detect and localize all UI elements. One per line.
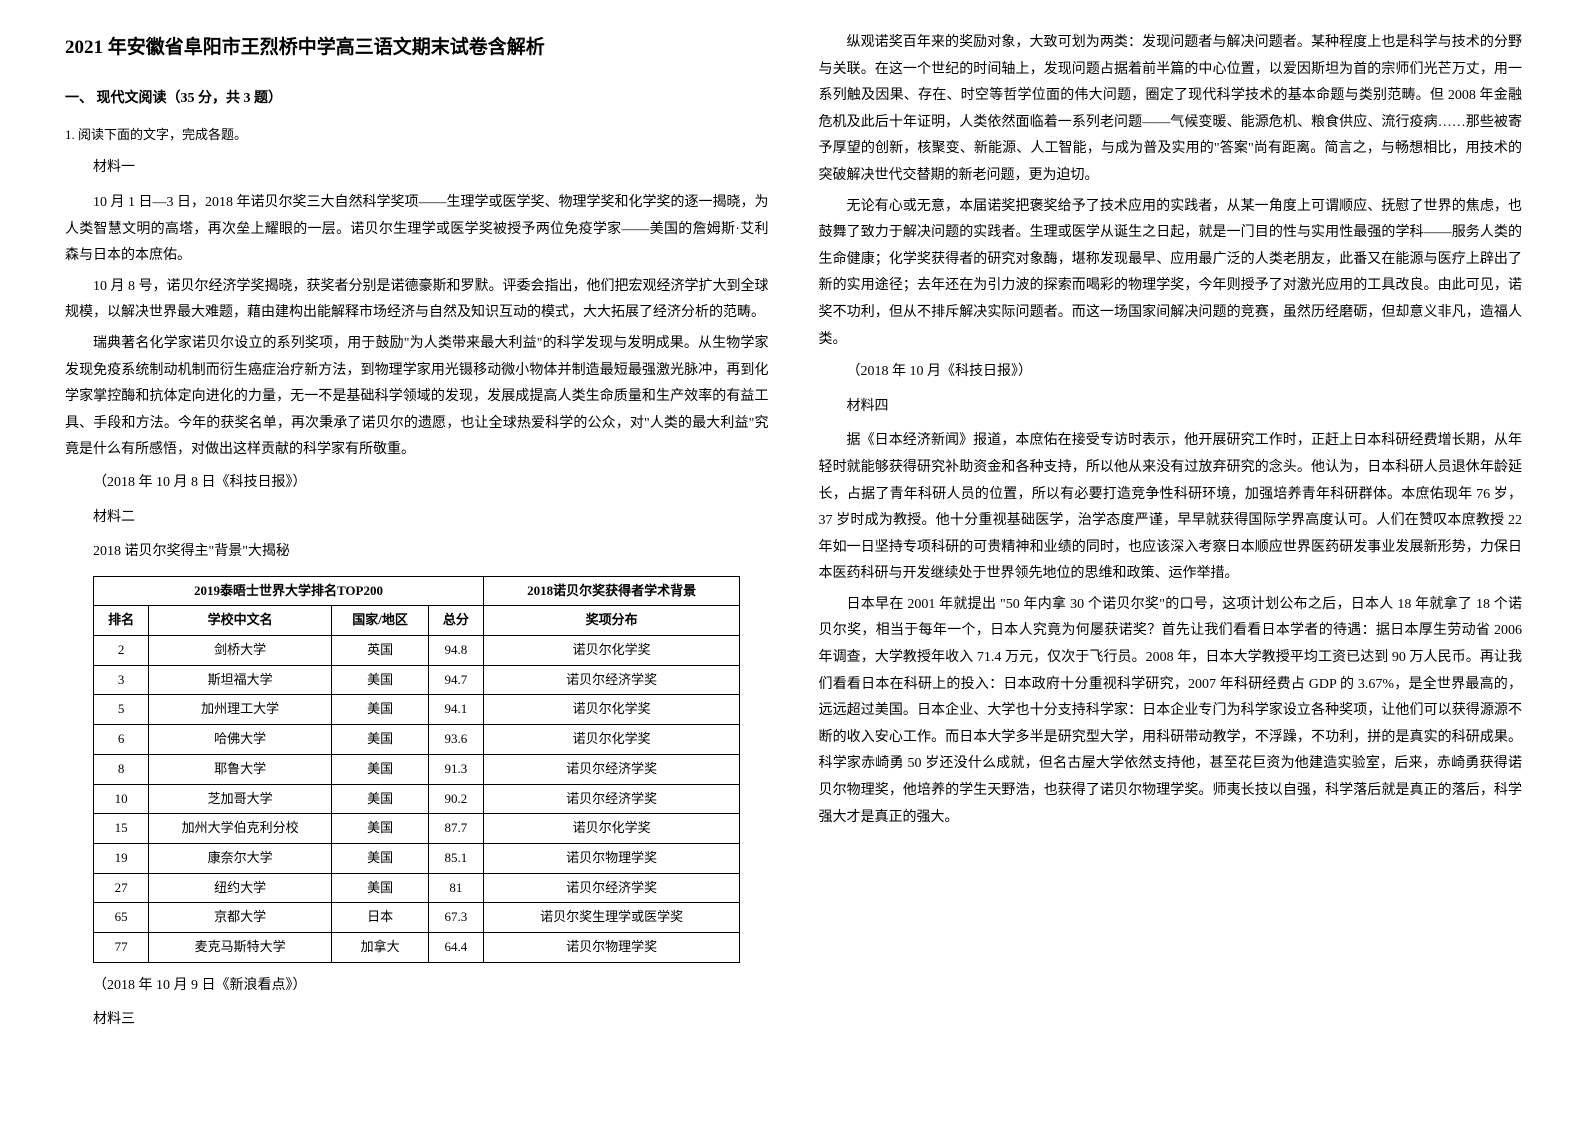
cell: 5 bbox=[94, 695, 149, 725]
cell: 诺贝尔经济学奖 bbox=[483, 873, 739, 903]
cell: 8 bbox=[94, 754, 149, 784]
table-row: 10 芝加哥大学 美国 90.2 诺贝尔经济学奖 bbox=[94, 784, 740, 814]
material4-para: 据《日本经济新闻》报道，本庶佑在接受专访时表示，他开展研究工作时，正赶上日本科研… bbox=[819, 428, 1523, 588]
col-rank: 排名 bbox=[94, 606, 149, 636]
cell: 康奈尔大学 bbox=[149, 843, 332, 873]
table-header-left: 2019泰晤士世界大学排名TOP200 bbox=[94, 576, 484, 606]
table-row: 27 纽约大学 美国 81 诺贝尔经济学奖 bbox=[94, 873, 740, 903]
cell: 加拿大 bbox=[332, 932, 429, 962]
cell: 19 bbox=[94, 843, 149, 873]
material2-label: 材料二 bbox=[65, 505, 769, 532]
cell: 哈佛大学 bbox=[149, 725, 332, 755]
cell: 麦克马斯特大学 bbox=[149, 932, 332, 962]
cell: 65 bbox=[94, 903, 149, 933]
cell: 6 bbox=[94, 725, 149, 755]
cell: 英国 bbox=[332, 636, 429, 666]
col-school: 学校中文名 bbox=[149, 606, 332, 636]
cell: 77 bbox=[94, 932, 149, 962]
document-title: 2021 年安徽省阜阳市王烈桥中学高三语文期末试卷含解析 bbox=[65, 30, 769, 66]
cell: 美国 bbox=[332, 814, 429, 844]
left-column: 2021 年安徽省阜阳市王烈桥中学高三语文期末试卷含解析 一、 现代文阅读（35… bbox=[40, 30, 794, 1092]
col-score: 总分 bbox=[428, 606, 483, 636]
cell: 诺贝尔奖生理学或医学奖 bbox=[483, 903, 739, 933]
material4-label: 材料四 bbox=[819, 394, 1523, 421]
material4-para: 日本早在 2001 年就提出 "50 年内拿 30 个诺贝尔奖"的口号，这项计划… bbox=[819, 592, 1523, 831]
material1-para: 瑞典著名化学家诺贝尔设立的系列奖项，用于鼓励"为人类带来最大利益"的科学发现与发… bbox=[65, 331, 769, 464]
section-heading: 一、 现代文阅读（35 分，共 3 题） bbox=[65, 86, 769, 113]
material1-label: 材料一 bbox=[65, 155, 769, 182]
cell: 纽约大学 bbox=[149, 873, 332, 903]
cell: 85.1 bbox=[428, 843, 483, 873]
cell: 美国 bbox=[332, 843, 429, 873]
cell: 日本 bbox=[332, 903, 429, 933]
material3-label: 材料三 bbox=[65, 1007, 769, 1034]
cell: 加州大学伯克利分校 bbox=[149, 814, 332, 844]
table-row: 5 加州理工大学 美国 94.1 诺贝尔化学奖 bbox=[94, 695, 740, 725]
table-body: 2 剑桥大学 英国 94.8 诺贝尔化学奖 3 斯坦福大学 美国 94.7 诺贝… bbox=[94, 636, 740, 963]
material2-subtitle: 2018 诺贝尔奖得主"背景"大揭秘 bbox=[65, 539, 769, 566]
cell: 诺贝尔化学奖 bbox=[483, 725, 739, 755]
ranking-table: 2019泰晤士世界大学排名TOP200 2018诺贝尔奖获得者学术背景 排名 学… bbox=[93, 576, 740, 963]
cell: 67.3 bbox=[428, 903, 483, 933]
cell: 京都大学 bbox=[149, 903, 332, 933]
table-row: 65 京都大学 日本 67.3 诺贝尔奖生理学或医学奖 bbox=[94, 903, 740, 933]
cell: 诺贝尔经济学奖 bbox=[483, 754, 739, 784]
material3-para: 纵观诺奖百年来的奖励对象，大致可划为两类：发现问题者与解决问题者。某种程度上也是… bbox=[819, 30, 1523, 190]
cell: 87.7 bbox=[428, 814, 483, 844]
material1-para: 10 月 8 号，诺贝尔经济学奖揭晓，获奖者分别是诺德豪斯和罗默。评委会指出，他… bbox=[65, 274, 769, 327]
cell: 64.4 bbox=[428, 932, 483, 962]
cell: 芝加哥大学 bbox=[149, 784, 332, 814]
cell: 81 bbox=[428, 873, 483, 903]
cell: 93.6 bbox=[428, 725, 483, 755]
cell: 美国 bbox=[332, 725, 429, 755]
right-column: 纵观诺奖百年来的奖励对象，大致可划为两类：发现问题者与解决问题者。某种程度上也是… bbox=[794, 30, 1548, 1092]
question-text: 1. 阅读下面的文字，完成各题。 bbox=[65, 123, 769, 148]
cell: 27 bbox=[94, 873, 149, 903]
cell: 诺贝尔经济学奖 bbox=[483, 784, 739, 814]
col-country: 国家/地区 bbox=[332, 606, 429, 636]
table-header-right: 2018诺贝尔奖获得者学术背景 bbox=[483, 576, 739, 606]
col-award: 奖项分布 bbox=[483, 606, 739, 636]
cell: 加州理工大学 bbox=[149, 695, 332, 725]
table-row: 2 剑桥大学 英国 94.8 诺贝尔化学奖 bbox=[94, 636, 740, 666]
cell: 美国 bbox=[332, 695, 429, 725]
material1-source: （2018 年 10 月 8 日《科技日报》） bbox=[65, 470, 769, 497]
material3-para: 无论有心或无意，本届诺奖把褒奖给予了技术应用的实践者，从某一角度上可谓顺应、抚慰… bbox=[819, 194, 1523, 354]
material3-source: （2018 年 10 月《科技日报》） bbox=[819, 359, 1523, 386]
material2-source: （2018 年 10 月 9 日《新浪看点》） bbox=[65, 973, 769, 1000]
table-column-row: 排名 学校中文名 国家/地区 总分 奖项分布 bbox=[94, 606, 740, 636]
cell: 诺贝尔物理学奖 bbox=[483, 932, 739, 962]
cell: 美国 bbox=[332, 873, 429, 903]
table-row: 77 麦克马斯特大学 加拿大 64.4 诺贝尔物理学奖 bbox=[94, 932, 740, 962]
cell: 15 bbox=[94, 814, 149, 844]
cell: 斯坦福大学 bbox=[149, 665, 332, 695]
cell: 诺贝尔经济学奖 bbox=[483, 665, 739, 695]
table-row: 3 斯坦福大学 美国 94.7 诺贝尔经济学奖 bbox=[94, 665, 740, 695]
cell: 诺贝尔化学奖 bbox=[483, 695, 739, 725]
cell: 诺贝尔化学奖 bbox=[483, 636, 739, 666]
cell: 耶鲁大学 bbox=[149, 754, 332, 784]
cell: 美国 bbox=[332, 784, 429, 814]
cell: 3 bbox=[94, 665, 149, 695]
cell: 94.7 bbox=[428, 665, 483, 695]
table-row: 8 耶鲁大学 美国 91.3 诺贝尔经济学奖 bbox=[94, 754, 740, 784]
cell: 美国 bbox=[332, 754, 429, 784]
cell: 94.1 bbox=[428, 695, 483, 725]
cell: 2 bbox=[94, 636, 149, 666]
cell: 10 bbox=[94, 784, 149, 814]
table-row: 19 康奈尔大学 美国 85.1 诺贝尔物理学奖 bbox=[94, 843, 740, 873]
cell: 剑桥大学 bbox=[149, 636, 332, 666]
cell: 91.3 bbox=[428, 754, 483, 784]
table-merged-header: 2019泰晤士世界大学排名TOP200 2018诺贝尔奖获得者学术背景 bbox=[94, 576, 740, 606]
cell: 诺贝尔物理学奖 bbox=[483, 843, 739, 873]
cell: 美国 bbox=[332, 665, 429, 695]
table-row: 15 加州大学伯克利分校 美国 87.7 诺贝尔化学奖 bbox=[94, 814, 740, 844]
material1-para: 10 月 1 日—3 日，2018 年诺贝尔奖三大自然科学奖项——生理学或医学奖… bbox=[65, 190, 769, 270]
cell: 94.8 bbox=[428, 636, 483, 666]
cell: 90.2 bbox=[428, 784, 483, 814]
cell: 诺贝尔化学奖 bbox=[483, 814, 739, 844]
table-row: 6 哈佛大学 美国 93.6 诺贝尔化学奖 bbox=[94, 725, 740, 755]
